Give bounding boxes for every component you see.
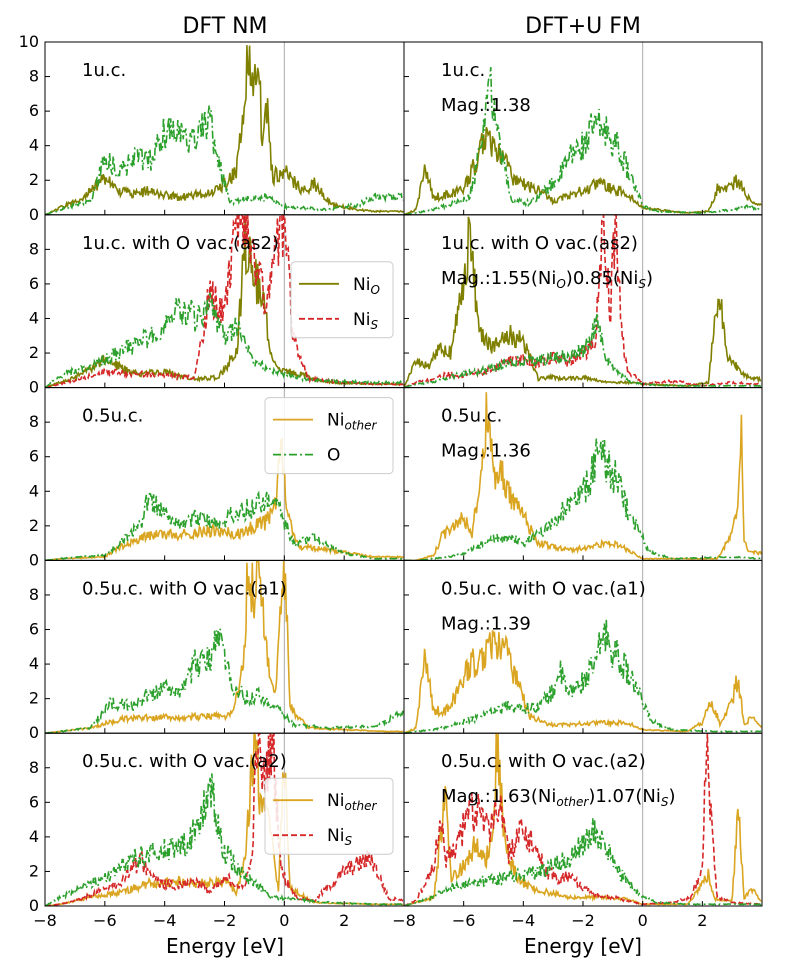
legend-row-2: Niother O [264,397,394,475]
x-tick-label: 2 [339,911,349,930]
magnetization-label: Mag.:1.63(Niother)1.07(NiS) [441,786,676,809]
x-axis-label-nm: Energy [eV] [166,934,284,958]
dos-curve-ni-s [45,733,404,907]
magnetization-label: Mag.:1.55(NiO)0.85(NiS) [441,268,653,291]
dos-curve-o [404,438,762,561]
y-tick-label: 4 [29,654,39,673]
x-tick-label: −4 [153,911,177,930]
dos-curve-o [45,628,404,734]
y-tick-label: 4 [29,308,39,327]
magnetization-label: Mag.:1.38 [441,95,531,116]
x-tick-label: −6 [93,911,117,930]
magnetization-label: Mag.:1.36 [441,441,531,462]
y-tick-label: 8 [29,412,39,431]
panel-label: 0.5u.c. with O vac.(a2) [82,751,287,772]
panel-label: 0.5u.c. [441,406,502,427]
panel-fm-row-2: 0.5u.c. Mag.:1.36 [403,387,763,561]
panel-fm-row-0: 1u.c. Mag.:1.38 [403,41,763,216]
x-tick-label: −2 [213,911,237,930]
x-tick-label: −8 [33,911,57,930]
panel-nm-row-4: 0 2 4 6 8 −8 −6 −4 −2 0 2 0.5u.c. with O vac.(a2) [29,732,405,930]
y-tick-label: 0 [29,723,39,742]
legend-label: Niother [327,791,377,813]
dos-curve-o [45,773,404,907]
panel-fm-row-3: 0.5u.c. with O vac.(a1) Mag.:1.39 [403,559,763,734]
legend-label: NiS [353,310,378,332]
y-tick-label: 8 [29,758,39,777]
panel-nm-row-0: 0 2 4 6 8 10 1u.c. [19,32,405,224]
dos-curve-ni-o [404,216,762,388]
magnetization-label: Mag.:1.39 [441,613,531,634]
dos-curve-ni-s [404,733,762,907]
y-tick-label: 6 [29,447,39,466]
dos-curve-ni-other [404,733,762,907]
y-tick-label: 4 [29,481,39,500]
x-tick-label: 0 [638,911,648,930]
y-tick-label: 2 [29,516,39,535]
panel-label: 1u.c. with O vac.(as2) [82,233,279,254]
y-tick-label: 4 [29,827,39,846]
y-tick-label: 0 [29,205,39,224]
y-tick-label: 6 [29,792,39,811]
x-tick-label: −2 [571,911,595,930]
y-tick-label: 8 [29,67,39,86]
panel-fm-row-4: −8 −6 −4 −2 0 2 0.5u.c. with O vac.(a2) Mag.:1.… [392,732,763,930]
legend-label: NiO [353,275,380,297]
dos-curve-ni-o [404,126,762,215]
x-tick-label: 0 [279,911,289,930]
column-title-fm: DFT+U FM [525,14,641,39]
dos-curve-o [45,104,404,215]
y-tick-label: 6 [29,101,39,120]
y-tick-label: 6 [29,274,39,293]
x-axis-label-fm: Energy [eV] [524,934,642,958]
column-title-nm: DFT NM [182,14,267,39]
y-tick-label: 4 [29,136,39,155]
legend-row-1: NiO NiS [290,261,394,339]
y-tick-label: 8 [29,585,39,604]
panel-label: 0.5u.c. [82,406,143,427]
dos-curve-o [404,818,762,907]
panel-label: 0.5u.c. with O vac.(a1) [82,578,287,599]
dos-curve-o [45,292,404,388]
panel-label: 1u.c. with O vac.(as2) [441,233,638,254]
panel-fm-row-1: 1u.c. with O vac.(as2) Mag.:1.55(NiO)0.85… [403,214,763,389]
y-tick-label: 2 [29,343,39,362]
x-tick-label: −6 [452,911,476,930]
y-tick-label: 2 [29,689,39,708]
dos-curve-o [45,490,404,561]
panel-nm-row-3: 0 2 4 6 8 0.5u.c. with O vac.(a1) [29,559,405,742]
dos-curve-o [404,67,762,215]
y-tick-label: 2 [29,170,39,189]
panel-label: 0.5u.c. with O vac.(a2) [441,751,646,772]
panel-nm-row-2: 0 2 4 6 8 0.5u.c. [29,387,405,569]
dos-curve-o [404,618,762,734]
y-tick-label: 0 [29,378,39,397]
panel-label: 1u.c. [82,60,126,81]
panel-label: 1u.c. [441,60,485,81]
panel-nm-row-1: 0 2 4 6 8 1u.c. with O vac.(as2) [29,214,405,397]
x-tick-label: −8 [392,911,416,930]
legend-row-4: Niother NiS [264,777,394,855]
legend-box [290,261,394,339]
y-tick-label: 6 [29,620,39,639]
panel-label: 0.5u.c. with O vac.(a1) [441,578,646,599]
legend-label: Niother [327,411,377,433]
y-tick-label: 8 [29,239,39,258]
legend-label: O [327,446,340,466]
dos-curve-ni-other [404,630,762,734]
dos-curve-ni-other [45,560,404,734]
y-tick-label: 10 [19,32,39,51]
y-tick-label: 2 [29,861,39,880]
x-tick-label: −4 [512,911,536,930]
dos-curve-ni-o [45,45,404,215]
legend-label: NiS [327,826,352,848]
y-tick-label: 0 [29,896,39,915]
x-tick-label: 2 [697,911,707,930]
y-tick-label: 0 [29,550,39,569]
